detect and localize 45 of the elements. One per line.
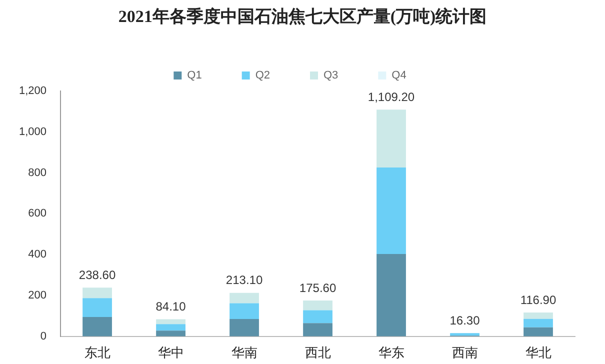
x-tick-label: 华北 — [525, 344, 552, 360]
y-tick-label: 1,200 — [18, 85, 47, 98]
bar — [303, 300, 332, 310]
y-tick-label: 1,000 — [18, 126, 47, 138]
bar — [376, 110, 406, 168]
bar — [230, 292, 259, 304]
total-label: 116.90 — [520, 292, 556, 307]
bar — [230, 319, 259, 336]
legend-label: Q1 — [187, 70, 202, 82]
y-tick-label: 800 — [28, 166, 47, 179]
x-tick-label: 华中 — [158, 344, 184, 360]
total-label: 1,109.20 — [368, 90, 415, 104]
bar — [156, 324, 186, 331]
y-tick-label: 0 — [40, 330, 47, 342]
total-label: 213.10 — [226, 273, 263, 288]
bar — [156, 330, 186, 336]
bar — [303, 323, 332, 336]
x-tick-label: 东北 — [84, 344, 110, 360]
bar — [82, 316, 112, 336]
bar — [230, 303, 259, 320]
x-tick-label: 华东 — [378, 344, 404, 360]
bar — [524, 312, 553, 319]
chart-title: 2021年各季度中国石油焦七大区产量(万吨)统计图 — [117, 6, 488, 28]
bar — [82, 298, 112, 317]
x-tick-label: 西北 — [304, 344, 331, 360]
legend-label: Q4 — [392, 70, 406, 82]
bar — [524, 327, 553, 336]
legend-label: Q3 — [324, 70, 338, 82]
total-label: 238.60 — [78, 268, 116, 282]
bar — [303, 310, 332, 324]
bar — [450, 333, 480, 336]
y-tick-label: 400 — [28, 248, 47, 261]
bar — [156, 319, 186, 324]
total-label: 84.10 — [156, 300, 186, 314]
total-label: 175.60 — [299, 280, 336, 295]
x-tick-label: 华南 — [231, 344, 258, 360]
bar — [82, 288, 112, 298]
total-label: 16.30 — [450, 313, 480, 328]
bar — [524, 318, 553, 328]
bar — [376, 167, 406, 254]
x-tick-label: 西南 — [452, 344, 478, 360]
y-tick-label: 600 — [28, 208, 47, 220]
legend-label: Q2 — [255, 70, 270, 82]
y-tick-label: 200 — [28, 290, 47, 302]
bar — [376, 254, 406, 336]
